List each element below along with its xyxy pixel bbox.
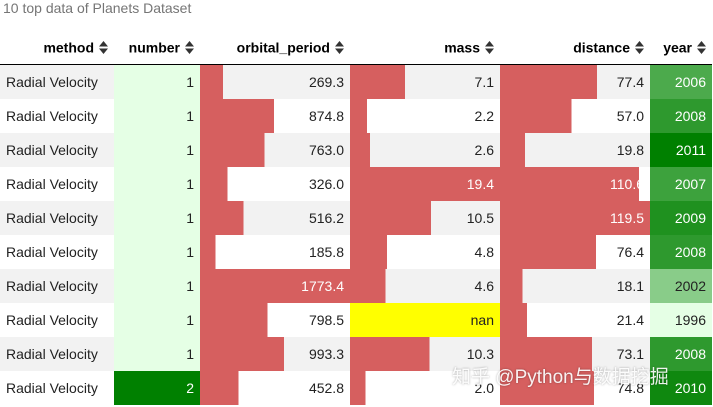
cell-year: 1996: [650, 302, 712, 337]
table-row: Radial Velocity 2 452.8 2.0 74.8 2010: [0, 370, 712, 405]
cell-number: 1: [114, 200, 200, 235]
table-row: Radial Velocity 1 1773.4 4.6 18.1 2002: [0, 268, 712, 303]
sort-up-down-icon[interactable]: [99, 40, 108, 54]
sort-up-down-icon[interactable]: [485, 40, 494, 54]
cell-distance: 57.0: [500, 98, 650, 133]
cell-orbital-period: 798.5: [200, 302, 350, 337]
column-label: distance: [573, 39, 630, 56]
table-row: Radial Velocity 1 269.3 7.1 77.4 2006: [0, 64, 712, 99]
cell-mass: 2.0: [350, 370, 500, 405]
cell-method: Radial Velocity: [0, 336, 114, 371]
cell-distance: 18.1: [500, 268, 650, 303]
planets-table: method number orbital_period mass distan…: [0, 29, 712, 405]
cell-mass: 2.6: [350, 132, 500, 167]
watermark: 知乎 @Python与数据挖掘: [452, 367, 669, 388]
table-row: Radial Velocity 1 993.3 10.3 73.1 2008: [0, 336, 712, 371]
table-row: Radial Velocity 1 326.0 19.4 110.6 2007: [0, 166, 712, 201]
cell-mass: 10.3: [350, 336, 500, 371]
cell-year: 2008: [650, 234, 712, 269]
cell-orbital-period: 763.0: [200, 132, 350, 167]
cell-year: 2006: [650, 64, 712, 99]
cell-method: Radial Velocity: [0, 132, 114, 167]
cell-distance: 77.4: [500, 64, 650, 99]
table-caption: 10 top data of Planets Dataset: [3, 0, 192, 16]
cell-mass: nan: [350, 302, 500, 337]
cell-mass: 4.8: [350, 234, 500, 269]
cell-year: 2010: [650, 370, 712, 405]
cell-orbital-period: 993.3: [200, 336, 350, 371]
column-header-distance[interactable]: distance: [500, 29, 650, 65]
cell-distance: 21.4: [500, 302, 650, 337]
cell-number: 1: [114, 166, 200, 201]
cell-distance: 19.8: [500, 132, 650, 167]
table-row: Radial Velocity 1 763.0 2.6 19.8 2011: [0, 132, 712, 167]
cell-orbital-period: 452.8: [200, 370, 350, 405]
cell-number: 1: [114, 234, 200, 269]
cell-distance: 110.6: [500, 166, 650, 201]
cell-year: 2007: [650, 166, 712, 201]
cell-orbital-period: 1773.4: [200, 268, 350, 303]
cell-distance: 74.8: [500, 370, 650, 405]
table-row: Radial Velocity 1 798.5 nan 21.4 1996: [0, 302, 712, 337]
table-row: Radial Velocity 1 516.2 10.5 119.5 2009: [0, 200, 712, 235]
cell-orbital-period: 326.0: [200, 166, 350, 201]
column-label: orbital_period: [236, 39, 330, 56]
cell-method: Radial Velocity: [0, 98, 114, 133]
cell-orbital-period: 516.2: [200, 200, 350, 235]
cell-number: 1: [114, 336, 200, 371]
column-header-mass[interactable]: mass: [350, 29, 500, 65]
table-body: Radial Velocity 1 269.3 7.1 77.4 2006 Radial V…: [0, 64, 712, 405]
cell-method: Radial Velocity: [0, 268, 114, 303]
cell-orbital-period: 874.8: [200, 98, 350, 133]
cell-method: Radial Velocity: [0, 200, 114, 235]
header-row: method number orbital_period mass distan…: [0, 29, 712, 65]
column-header-method[interactable]: method: [0, 29, 114, 65]
column-header-year[interactable]: year: [650, 29, 712, 65]
sort-up-down-icon[interactable]: [635, 40, 644, 54]
cell-number: 1: [114, 98, 200, 133]
cell-distance: 73.1: [500, 336, 650, 371]
cell-orbital-period: 185.8: [200, 234, 350, 269]
sort-up-down-icon[interactable]: [697, 40, 706, 54]
cell-method: Radial Velocity: [0, 302, 114, 337]
column-label: year: [663, 39, 692, 56]
cell-orbital-period: 269.3: [200, 64, 350, 99]
column-label: method: [43, 39, 94, 56]
cell-number: 1: [114, 132, 200, 167]
column-label: mass: [444, 39, 480, 56]
table-row: Radial Velocity 1 185.8 4.8 76.4 2008: [0, 234, 712, 269]
cell-method: Radial Velocity: [0, 234, 114, 269]
cell-year: 2002: [650, 268, 712, 303]
cell-mass: 7.1: [350, 64, 500, 99]
column-header-orbital-period[interactable]: orbital_period: [200, 29, 350, 65]
cell-distance: 76.4: [500, 234, 650, 269]
table-row: Radial Velocity 1 874.8 2.2 57.0 2008: [0, 98, 712, 133]
column-header-number[interactable]: number: [114, 29, 200, 65]
cell-mass: 4.6: [350, 268, 500, 303]
cell-year: 2009: [650, 200, 712, 235]
cell-number: 1: [114, 64, 200, 99]
cell-number: 1: [114, 302, 200, 337]
cell-year: 2008: [650, 98, 712, 133]
cell-number: 1: [114, 268, 200, 303]
cell-method: Radial Velocity: [0, 370, 114, 405]
column-label: number: [128, 39, 180, 56]
cell-year: 2011: [650, 132, 712, 167]
cell-number: 2: [114, 370, 200, 405]
sort-up-down-icon[interactable]: [335, 40, 344, 54]
cell-mass: 19.4: [350, 166, 500, 201]
cell-mass: 2.2: [350, 98, 500, 133]
cell-method: Radial Velocity: [0, 166, 114, 201]
cell-method: Radial Velocity: [0, 64, 114, 99]
cell-year: 2008: [650, 336, 712, 371]
cell-mass: 10.5: [350, 200, 500, 235]
cell-distance: 119.5: [500, 200, 650, 235]
sort-up-down-icon[interactable]: [185, 40, 194, 54]
